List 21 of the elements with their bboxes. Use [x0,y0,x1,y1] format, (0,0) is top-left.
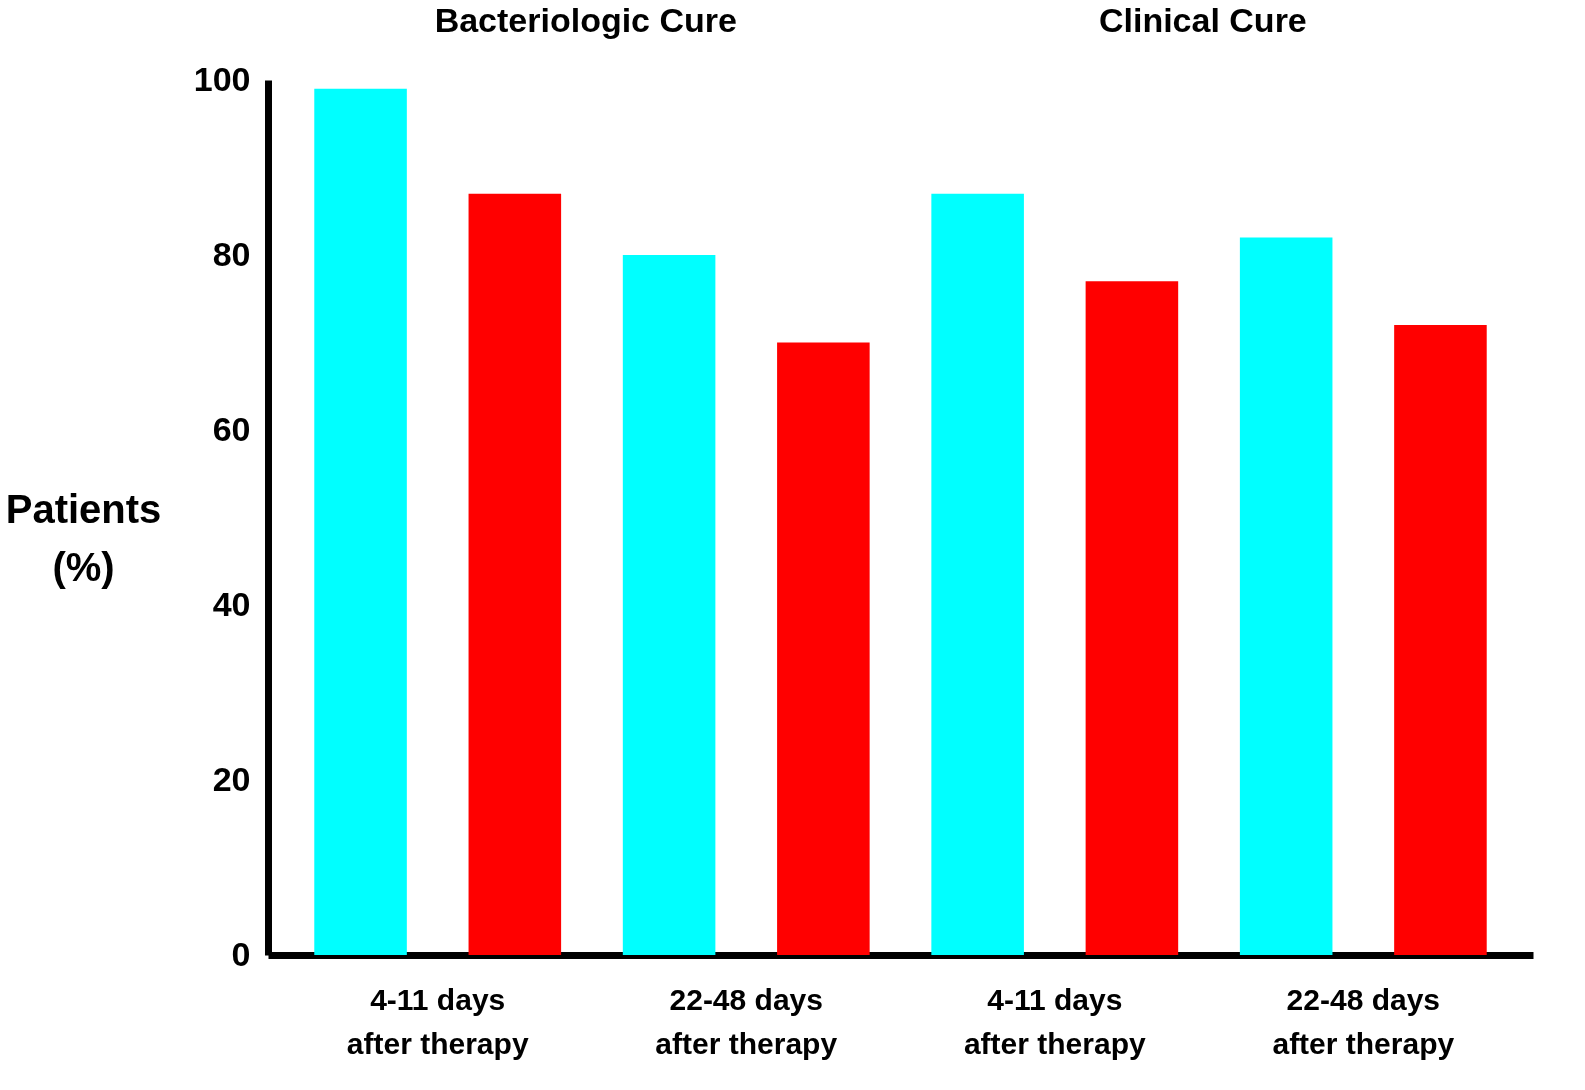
bar [931,193,1024,955]
y-tick-label: 0 [231,934,251,973]
y-tick-label: 80 [212,234,251,273]
bar [314,88,407,955]
y-tick-label: 100 [193,59,251,98]
y-tick-label: 60 [212,409,251,448]
y-tick-label: 20 [212,759,251,798]
text: Bacteriologic Cure [434,1,737,39]
x-tick-label: 4-11 days after therapy [963,982,1146,1060]
bar [468,193,562,955]
bar [622,255,716,955]
bar [1394,325,1487,955]
y-axis-title: Patients (%) [5,486,162,589]
bar [777,342,870,955]
bar [1239,237,1333,955]
x-tick-label: 4-11 days after therapy [346,982,529,1060]
text: Clinical Cure [1098,1,1307,39]
x-tick-label: 22-48 days after therapy [1272,982,1455,1060]
x-tick-label: 22-48 days after therapy [655,982,838,1060]
y-tick-label: 40 [212,584,251,623]
bar [1085,281,1179,955]
